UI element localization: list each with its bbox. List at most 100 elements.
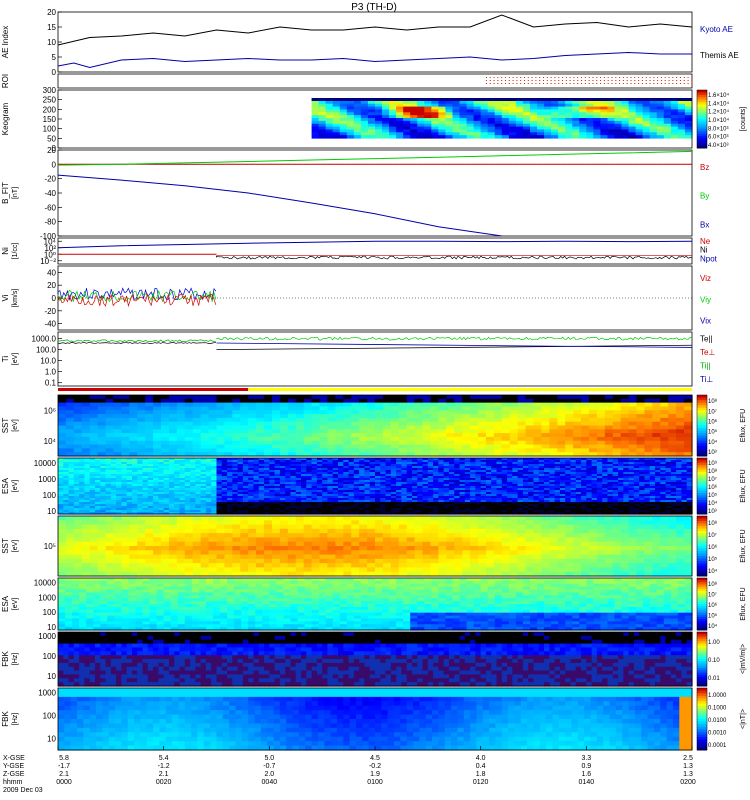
spectrogram-cell [179, 492, 186, 495]
spectrogram-cell [126, 458, 133, 461]
spectrogram-cell [538, 470, 545, 473]
spectrogram-cell [168, 462, 175, 465]
spectrogram-cell [382, 109, 390, 113]
roi-dot [596, 80, 598, 81]
spectrogram-cell [58, 492, 64, 495]
spectrogram-cell [179, 476, 186, 479]
spectrogram-cell [382, 440, 392, 446]
spectrogram-cell [327, 402, 336, 408]
spectrogram-cell [401, 508, 408, 511]
spectrogram-cell [335, 444, 344, 449]
spectrogram-cell [549, 448, 558, 453]
spectrogram-cell [636, 398, 646, 404]
spectrogram-cell [142, 504, 149, 507]
spectrogram-cell [487, 132, 496, 136]
spectrogram-cell [496, 484, 503, 487]
spectrogram-cell [438, 444, 447, 449]
spectrogram-cell [496, 500, 503, 503]
spectrogram-cell [224, 414, 233, 419]
spectrogram-cell [470, 429, 479, 434]
spectrogram-cell [343, 466, 350, 469]
spectrogram-cell [644, 410, 653, 415]
spectrogram-cell [369, 468, 376, 471]
spectrogram-cell [375, 436, 384, 442]
spectrogram-cell [79, 466, 86, 469]
spectrogram-cell [353, 488, 360, 491]
roi-dot [550, 83, 552, 84]
spectrogram-cell [110, 492, 117, 495]
spectrogram-cell [63, 486, 70, 489]
spectrogram-cell [676, 444, 685, 449]
spectrogram-cell [110, 460, 117, 463]
spectrogram-cell [110, 510, 117, 513]
spectrogram-cell [600, 126, 609, 131]
spectrogram-cell [422, 460, 429, 463]
spectrogram-cell [303, 429, 313, 434]
spectrogram-cell [68, 466, 75, 469]
spectrogram-cell [348, 482, 355, 485]
spectrogram-cell [422, 474, 429, 477]
y-tick-label: -80 [44, 218, 56, 227]
spectrogram-cell [131, 482, 138, 485]
spectrogram-cell [438, 462, 445, 465]
spectrogram-cell [438, 452, 447, 457]
spectrogram-cell [319, 421, 329, 427]
spectrogram-cell [485, 472, 492, 475]
spectrogram-cell [417, 472, 424, 475]
spectrogram-cell [600, 103, 609, 108]
spectrogram-cell [525, 402, 535, 408]
spectrogram-cell [338, 462, 344, 465]
spectrogram-cell [448, 466, 455, 469]
spectrogram-cell [422, 436, 432, 442]
spectrogram-cell [287, 425, 297, 430]
roi-dot [691, 83, 693, 84]
spectrogram-cell [517, 464, 524, 467]
spectrogram-cell [652, 398, 661, 404]
spectrogram-cell [509, 417, 519, 423]
spectrogram-cell [306, 492, 313, 495]
spectrogram-cell [607, 106, 616, 111]
spectrogram-cell [443, 458, 450, 461]
spectrogram-cell [485, 494, 492, 497]
spectrogram-cell [279, 464, 286, 467]
spectrogram-cell [369, 466, 376, 469]
roi-dot [615, 80, 617, 81]
spectrogram-cell [533, 395, 543, 400]
spectrogram-cell [63, 506, 70, 509]
spectrogram-cell [142, 502, 149, 505]
spectrogram-cell [454, 448, 463, 453]
spectrogram-cell [596, 410, 606, 415]
spectrogram-cell [126, 496, 133, 499]
spectrogram-cell [522, 103, 531, 108]
spectrogram-cell [351, 425, 360, 430]
spectrogram-cell [137, 460, 144, 463]
spectrogram-cell [652, 440, 661, 446]
spectrogram-cell [452, 132, 461, 136]
spectrogram-cell [557, 398, 566, 404]
spectrogram-cell [485, 425, 495, 430]
spectrogram-cell [411, 470, 418, 473]
spectrogram-cell [168, 429, 178, 434]
spectrogram-cell [364, 484, 371, 487]
spectrogram-cell [232, 488, 239, 491]
spectrogram-cell [537, 118, 545, 122]
spectrogram-cell [586, 106, 594, 111]
spectrogram-cell [79, 486, 86, 489]
spectrogram-cell [174, 488, 181, 491]
spectrogram-cell [390, 395, 400, 400]
spectrogram-cell [470, 506, 476, 509]
spectrogram-cell [353, 112, 362, 116]
spectrogram-cell [494, 118, 503, 122]
spectrogram-cell [163, 466, 170, 469]
spectrogram-cell [443, 500, 450, 503]
spectrogram-cell [248, 502, 255, 505]
spectrogram-cell [184, 476, 191, 479]
spectrogram-cell [184, 440, 194, 446]
spectrogram-cell [237, 504, 244, 507]
spectrogram-cell [558, 118, 566, 122]
spectrogram-cell [131, 492, 138, 495]
spectrogram-cell [147, 504, 154, 507]
spectrogram-cell [242, 484, 249, 487]
spectrogram-cell [360, 118, 369, 122]
spectrogram-cell [470, 402, 479, 408]
